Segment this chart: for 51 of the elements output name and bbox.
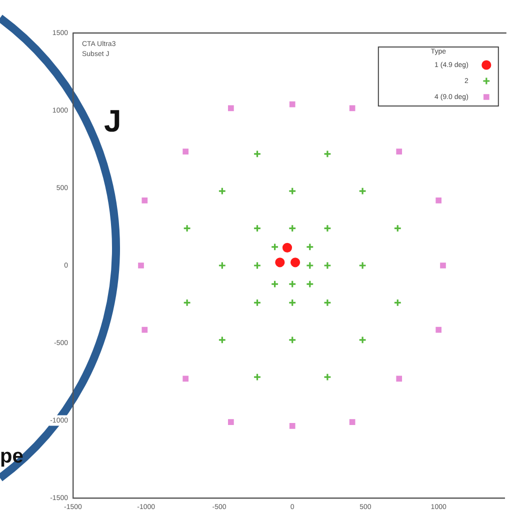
point: [396, 148, 402, 154]
point: [288, 224, 296, 232]
point: [323, 150, 332, 158]
point: [182, 376, 189, 382]
point: [358, 187, 367, 196]
point: [183, 224, 192, 232]
point: [275, 258, 285, 268]
point: [253, 373, 262, 382]
point: [288, 336, 296, 344]
point: [282, 242, 292, 252]
point: [323, 298, 332, 307]
point: [306, 242, 314, 251]
point: [358, 336, 367, 344]
point: [288, 280, 296, 288]
point: [306, 280, 314, 288]
point: [182, 148, 189, 154]
point: [270, 280, 279, 288]
point: [228, 419, 234, 425]
point: [138, 262, 144, 268]
point: [253, 224, 262, 232]
point: [394, 224, 402, 232]
point: [288, 187, 296, 196]
point: [253, 150, 262, 158]
point: [288, 298, 296, 307]
point: [270, 242, 279, 251]
point: [253, 262, 262, 270]
point: [323, 262, 332, 270]
point: [289, 423, 296, 429]
annotation: J: [104, 104, 122, 139]
text: pe: [0, 446, 24, 468]
point: [218, 262, 226, 270]
point: [349, 105, 356, 112]
point: [228, 105, 234, 112]
point: [323, 224, 332, 232]
point: [440, 262, 446, 268]
point: [218, 336, 226, 344]
point: [358, 262, 367, 270]
point: [290, 258, 300, 268]
point: [253, 298, 262, 307]
point: [142, 326, 148, 333]
point: [183, 298, 192, 307]
point: [396, 376, 402, 382]
point: [436, 197, 442, 204]
point: [394, 298, 402, 307]
point: [218, 187, 226, 196]
point: [142, 197, 148, 204]
point: [289, 101, 296, 108]
point: [349, 419, 356, 425]
point: [323, 373, 332, 382]
point: [306, 262, 314, 270]
point: [436, 326, 442, 333]
